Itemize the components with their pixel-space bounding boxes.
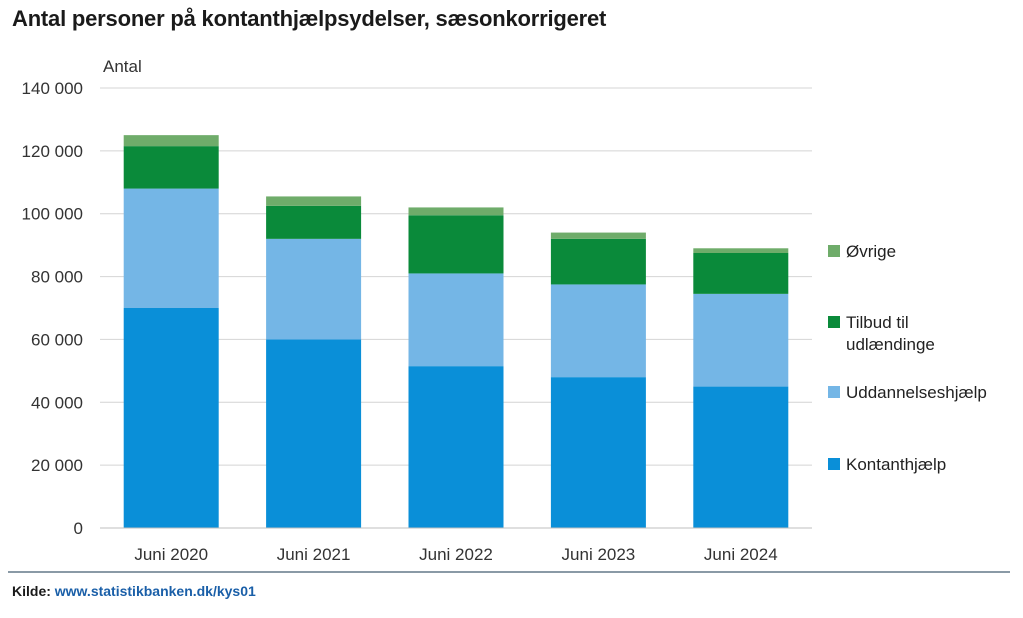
y-axis: Antal 0 20 000 40 000 60 000 80 000 100 000 12… [22,57,142,538]
source-link[interactable]: www.statistikbanken.dk/kys01 [54,583,256,599]
legend-item: Tilbud til udlændinge [828,313,935,354]
y-tick-label: 140 000 [22,79,83,98]
legend-label: Tilbud til [846,313,909,332]
source-label: Kilde: [12,583,51,599]
y-tick-label: 80 000 [31,268,83,287]
bar-segment-øvrige [123,135,219,147]
x-axis: Juni 2020 Juni 2021 Juni 2022 Juni 2023 Juni… [134,545,777,564]
y-tick-label: 120 000 [22,142,83,161]
y-tick-label: 0 [74,519,83,538]
bar-segment-uddannelseshjælp [266,238,362,340]
bar-segment-tilbud-til-udlændinge [123,146,219,189]
bar-segment-uddannelseshjælp [550,284,646,378]
x-tick-label: Juni 2022 [419,545,493,564]
y-tick-label: 40 000 [31,393,83,412]
source-note: Kilde: www.statistikbanken.dk/kys01 [12,583,256,599]
bar-segment-kontanthjælp [693,386,789,528]
legend-label: Uddannelseshjælp [846,383,987,402]
legend: Øvrige Tilbud til udlændinge Uddannelseshjæ… [828,242,987,474]
bar-segment-tilbud-til-udlændinge [266,205,362,239]
legend-swatch [828,458,840,470]
legend-swatch [828,316,840,328]
legend-label: udlændinge [846,335,935,354]
footer-divider [8,571,1010,573]
bar-segment-tilbud-til-udlændinge [550,238,646,285]
y-tick-label: 100 000 [22,205,83,224]
bars [123,135,789,528]
bar-segment-kontanthjælp [123,308,219,528]
bar-segment-kontanthjælp [408,366,504,528]
bar-segment-kontanthjælp [266,339,362,528]
bar-segment-øvrige [266,196,362,206]
legend-swatch [828,386,840,398]
legend-label: Kontanthjælp [846,455,946,474]
bar-segment-tilbud-til-udlændinge [693,253,789,294]
bar-segment-kontanthjælp [550,377,646,528]
stacked-bar-chart: Antal 0 20 000 40 000 60 000 80 000 100 000 12… [22,57,987,564]
x-tick-label: Juni 2024 [704,545,778,564]
bar-segment-uddannelseshjælp [408,273,504,367]
chart-title: Antal personer på kontanthjælpsydelser, … [12,6,607,31]
x-tick-label: Juni 2021 [277,545,351,564]
x-tick-label: Juni 2020 [134,545,208,564]
bar-segment-øvrige [550,232,646,239]
legend-label: Øvrige [846,242,896,261]
y-tick-label: 20 000 [31,456,83,475]
bar-segment-øvrige [408,207,504,216]
bar-segment-tilbud-til-udlændinge [408,215,504,274]
legend-item: Øvrige [828,242,896,261]
y-axis-unit-label: Antal [103,57,142,76]
legend-item: Kontanthjælp [828,455,946,474]
bar-segment-uddannelseshjælp [693,293,789,387]
legend-item: Uddannelseshjælp [828,383,987,402]
x-tick-label: Juni 2023 [562,545,636,564]
bar-segment-uddannelseshjælp [123,188,219,308]
bar-segment-øvrige [693,248,789,253]
y-tick-label: 60 000 [31,330,83,349]
legend-swatch [828,245,840,257]
